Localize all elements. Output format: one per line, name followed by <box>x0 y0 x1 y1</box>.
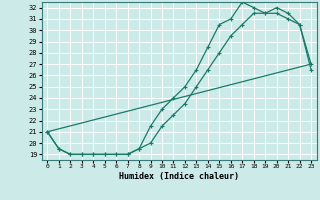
X-axis label: Humidex (Indice chaleur): Humidex (Indice chaleur) <box>119 172 239 181</box>
